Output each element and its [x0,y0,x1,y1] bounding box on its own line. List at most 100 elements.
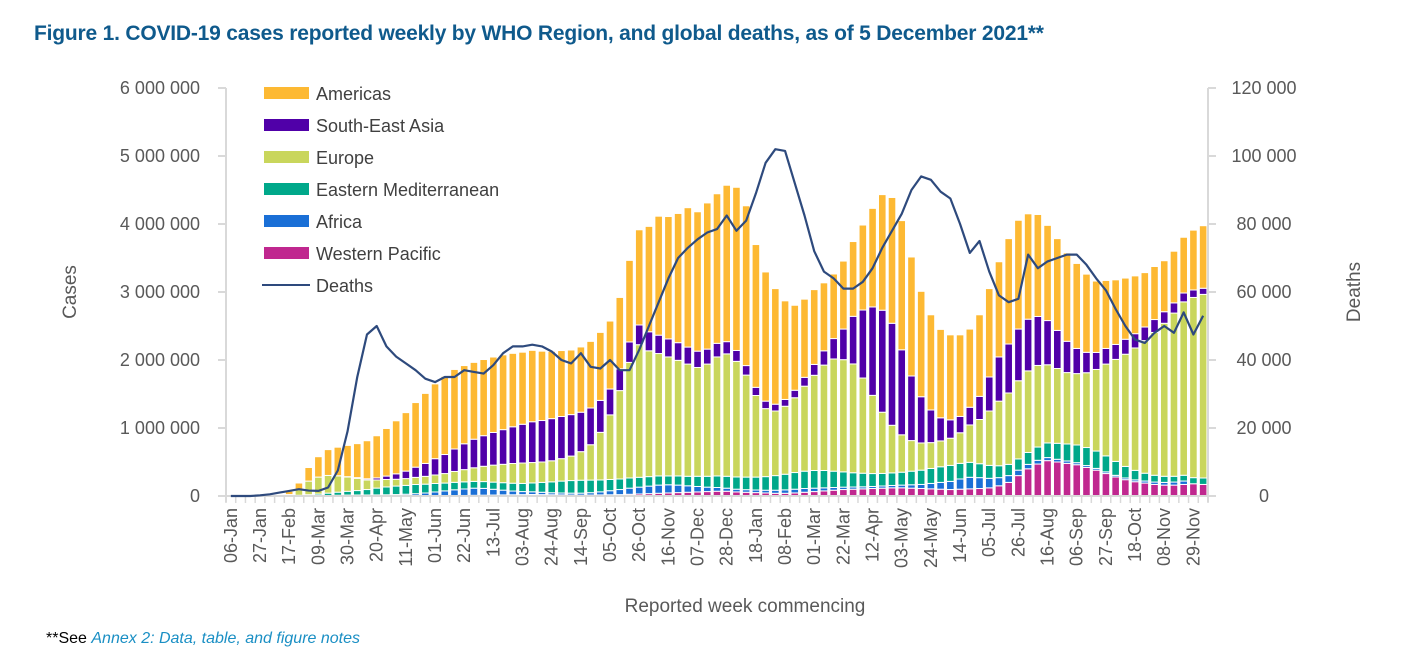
bar-segment-europe [800,385,809,472]
bar-segment-africa [615,489,625,496]
bar-segment-europe [1004,392,1013,465]
bar-segment-europe [741,374,751,478]
bar-segment-eastern-mediterranean [878,472,887,487]
bar-segment-africa [440,490,450,497]
bar-segment-europe [382,478,391,488]
bar-segment-africa [1014,469,1023,477]
bar-segment-eastern-mediterranean [1179,474,1188,482]
bar-segment-americas [780,300,790,400]
bar-segment-south-east-asia [1043,320,1052,366]
bar-segment-europe [430,474,440,484]
bar-segment-europe [1101,363,1111,457]
bar-segment-south-east-asia [829,338,838,360]
bar-segment-europe [391,478,401,487]
legend-label: Eastern Mediterranean [316,180,499,200]
bar-segment-americas [1004,238,1013,345]
bar-segment-europe [576,451,586,481]
bar-segment-americas [771,288,780,405]
bar-segment-south-east-asia [508,426,518,464]
bar-segment-americas [693,211,702,352]
bar-segment-eastern-mediterranean [839,471,848,488]
bar-segment-eastern-mediterranean [907,470,916,486]
x-tick-label: 01-Mar [804,508,824,565]
bar-segment-europe [352,477,362,492]
bar-segment-western-pacific [916,488,926,497]
bar-segment-europe [975,419,984,465]
axes: 0 1 000 000 2 000 000 3 000 000 4 000 000 5 0… [120,78,1297,568]
bar-segment-south-east-asia [489,431,498,466]
bar-segment-south-east-asia [479,435,488,467]
bar-segment-eastern-mediterranean [1062,443,1072,462]
bar-segment-americas [654,215,663,336]
bar-segment-africa [498,489,508,496]
x-tick-label: 03-Aug [513,508,533,566]
bar-segment-south-east-asia [965,406,975,426]
bar-segment-africa [605,490,615,496]
bar-segment-eastern-mediterranean [1033,446,1043,461]
bar-segment-americas [382,427,391,477]
bar-segment-south-east-asia [800,376,809,387]
bar-segment-south-east-asia [946,419,955,439]
bar-segment-europe [955,432,965,464]
bar-segment-europe [1159,322,1169,477]
bar-segment-western-pacific [887,487,897,497]
bar-segment-eastern-mediterranean [751,476,761,491]
x-tick-label: 29-Nov [1183,508,1203,566]
bar-segment-eastern-mediterranean [411,484,420,495]
bar-segment-south-east-asia [1033,315,1043,366]
bar-segment-south-east-asia [411,466,420,478]
bar-segment-americas [994,261,1004,358]
bar-segment-eastern-mediterranean [440,482,450,492]
bar-segment-africa [790,488,800,494]
x-tick-label: 18-Oct [1125,508,1145,562]
bar-segment-western-pacific [1072,464,1082,497]
x-tick-label: 16-Nov [658,508,678,566]
bar-segment-eastern-mediterranean [732,476,741,490]
x-tick-label: 14-Sep [571,508,591,566]
bar-segment-americas [615,296,625,370]
bar-segment-americas [829,273,838,340]
bar-segment-south-east-asia [916,396,926,444]
bar-segment-europe [712,356,722,477]
x-tick-label: 08-Nov [1154,508,1174,566]
bar-segment-south-east-asia [1189,289,1198,298]
bar-segment-eastern-mediterranean [1004,463,1013,477]
bar-segment-south-east-asia [1091,351,1101,370]
legend-label: South-East Asia [316,116,445,136]
bar-segment-americas [372,435,381,479]
bar-segment-south-east-asia [790,389,800,399]
bar-segment-eastern-mediterranean [459,481,469,490]
bar-segment-americas [1072,262,1082,349]
x-tick-label: 05-Jul [979,508,999,557]
footnote: **See Annex 2: Data, table, and figure n… [46,630,360,648]
bar-segment-europe [1169,312,1179,477]
bar-segment-south-east-asia [605,388,615,416]
bar-segment-south-east-asia [839,328,848,361]
bar-segment-europe [459,469,469,483]
bar-segment-western-pacific [1159,484,1169,497]
annex-link[interactable]: Annex 2: Data, table, and figure notes [91,630,360,647]
bar-segment-eastern-mediterranean [1189,477,1198,485]
x-tick-label: 05-Oct [600,508,620,562]
bar-segment-americas [741,205,751,367]
bar-segment-americas [761,271,770,402]
bar-segment-western-pacific [926,488,936,497]
bar-segment-africa [965,476,975,490]
bar-segment-europe [566,455,576,482]
bar-segment-south-east-asia [1101,347,1111,365]
bar-segment-south-east-asia [1062,340,1072,374]
bar-segment-europe [897,434,907,473]
y2-tick-label: 0 [1259,486,1269,506]
bar-segment-eastern-mediterranean [829,470,838,488]
bar-segment-south-east-asia [741,365,751,376]
bar-segment-americas [1198,225,1208,289]
bar-segment-africa [469,487,479,496]
bar-segment-western-pacific [975,488,984,497]
bar-segment-eastern-mediterranean [800,470,809,490]
bar-segment-western-pacific [848,488,858,497]
y-tick-label: 4 000 000 [120,214,200,234]
bar-segment-south-east-asia [586,407,595,446]
bar-segment-western-pacific [1179,483,1188,497]
deaths-line-group [230,148,1205,498]
legend-swatch-south-east-asia [264,119,309,131]
